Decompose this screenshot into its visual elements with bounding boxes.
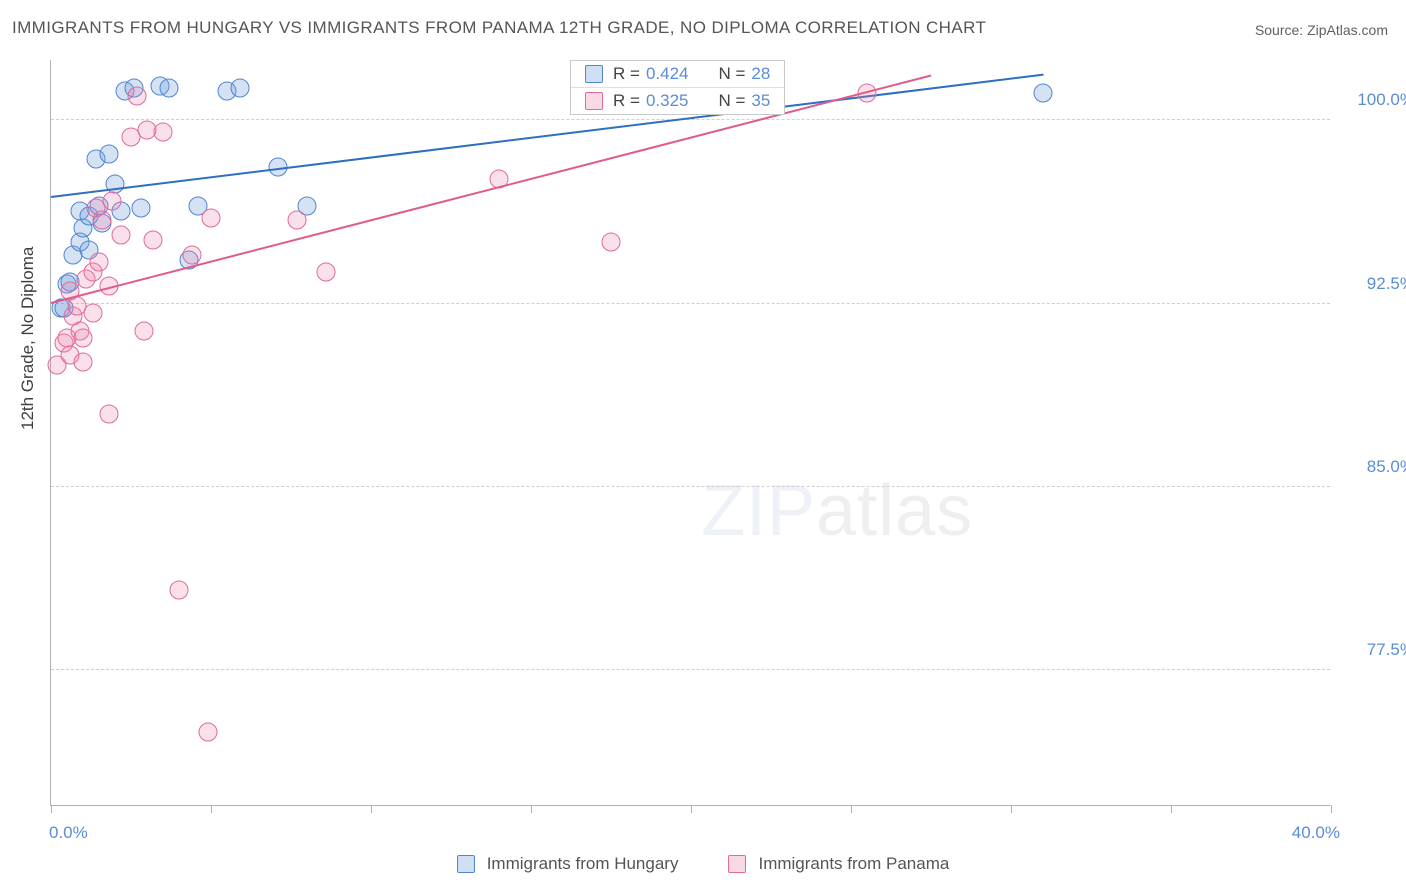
legend-swatch-icon xyxy=(585,92,603,110)
gridline-h xyxy=(51,486,1330,487)
trend-line xyxy=(51,74,931,303)
legend-row: R = 0.325 N = 35 xyxy=(571,87,784,114)
legend-item: Immigrants from Panama xyxy=(728,854,949,874)
scatter-point xyxy=(74,328,93,347)
x-tick-label: 0.0% xyxy=(49,823,88,843)
x-tick xyxy=(371,805,372,813)
watermark: ZIPatlas xyxy=(701,470,973,552)
n-label: N = xyxy=(718,91,745,111)
trend-line xyxy=(51,74,1043,198)
r-label: R = xyxy=(613,91,640,111)
legend-label: Immigrants from Panama xyxy=(758,854,949,874)
legend-label: Immigrants from Hungary xyxy=(487,854,679,874)
source-name: ZipAtlas.com xyxy=(1307,22,1388,38)
correlation-legend: R = 0.424 N = 28 R = 0.325 N = 35 xyxy=(570,60,785,115)
scatter-point xyxy=(83,304,102,323)
scatter-point xyxy=(170,580,189,599)
scatter-point xyxy=(230,79,249,98)
scatter-point xyxy=(1034,84,1053,103)
x-tick xyxy=(1011,805,1012,813)
n-value: 35 xyxy=(751,91,770,111)
x-tick xyxy=(51,805,52,813)
scatter-point xyxy=(144,231,163,250)
y-axis-title: 12th Grade, No Diploma xyxy=(18,247,38,430)
scatter-point xyxy=(99,404,118,423)
x-tick xyxy=(1171,805,1172,813)
y-tick-label: 77.5% xyxy=(1367,640,1406,660)
scatter-point xyxy=(134,321,153,340)
legend-row: R = 0.424 N = 28 xyxy=(571,61,784,87)
scatter-point xyxy=(131,199,150,218)
scatter-point xyxy=(112,226,131,245)
x-tick xyxy=(851,805,852,813)
legend-swatch-icon xyxy=(728,855,746,873)
watermark-thin: atlas xyxy=(816,471,973,551)
x-tick xyxy=(211,805,212,813)
gridline-h xyxy=(51,119,1330,120)
legend-item: Immigrants from Hungary xyxy=(457,854,679,874)
scatter-point xyxy=(198,722,217,741)
y-tick-label: 85.0% xyxy=(1367,457,1406,477)
x-tick-label: 40.0% xyxy=(1292,823,1340,843)
r-value: 0.424 xyxy=(646,64,689,84)
source-attribution: Source: ZipAtlas.com xyxy=(1255,22,1388,38)
scatter-point xyxy=(154,123,173,142)
n-value: 28 xyxy=(751,64,770,84)
scatter-point xyxy=(202,208,221,227)
scatter-point xyxy=(182,245,201,264)
scatter-plot-area: ZIPatlas 77.5%85.0%92.5%100.0%0.0%40.0% xyxy=(50,60,1330,806)
x-tick xyxy=(1331,805,1332,813)
scatter-point xyxy=(99,145,118,164)
legend-swatch-icon xyxy=(585,65,603,83)
scatter-point xyxy=(90,253,109,272)
scatter-point xyxy=(160,79,179,98)
legend-swatch-icon xyxy=(457,855,475,873)
y-tick-label: 92.5% xyxy=(1367,274,1406,294)
scatter-point xyxy=(317,262,336,281)
y-tick-label: 100.0% xyxy=(1357,90,1406,110)
x-tick xyxy=(531,805,532,813)
scatter-point xyxy=(93,211,112,230)
series-legend: Immigrants from Hungary Immigrants from P… xyxy=(0,854,1406,874)
x-tick xyxy=(691,805,692,813)
scatter-point xyxy=(102,191,121,210)
n-label: N = xyxy=(718,64,745,84)
gridline-h xyxy=(51,669,1330,670)
scatter-point xyxy=(128,86,147,105)
scatter-point xyxy=(288,211,307,230)
chart-title: IMMIGRANTS FROM HUNGARY VS IMMIGRANTS FR… xyxy=(12,18,986,38)
source-label: Source: xyxy=(1255,22,1303,38)
r-value: 0.325 xyxy=(646,91,689,111)
watermark-bold: ZIP xyxy=(701,471,816,551)
scatter-point xyxy=(74,353,93,372)
r-label: R = xyxy=(613,64,640,84)
scatter-point xyxy=(602,233,621,252)
gridline-h xyxy=(51,303,1330,304)
